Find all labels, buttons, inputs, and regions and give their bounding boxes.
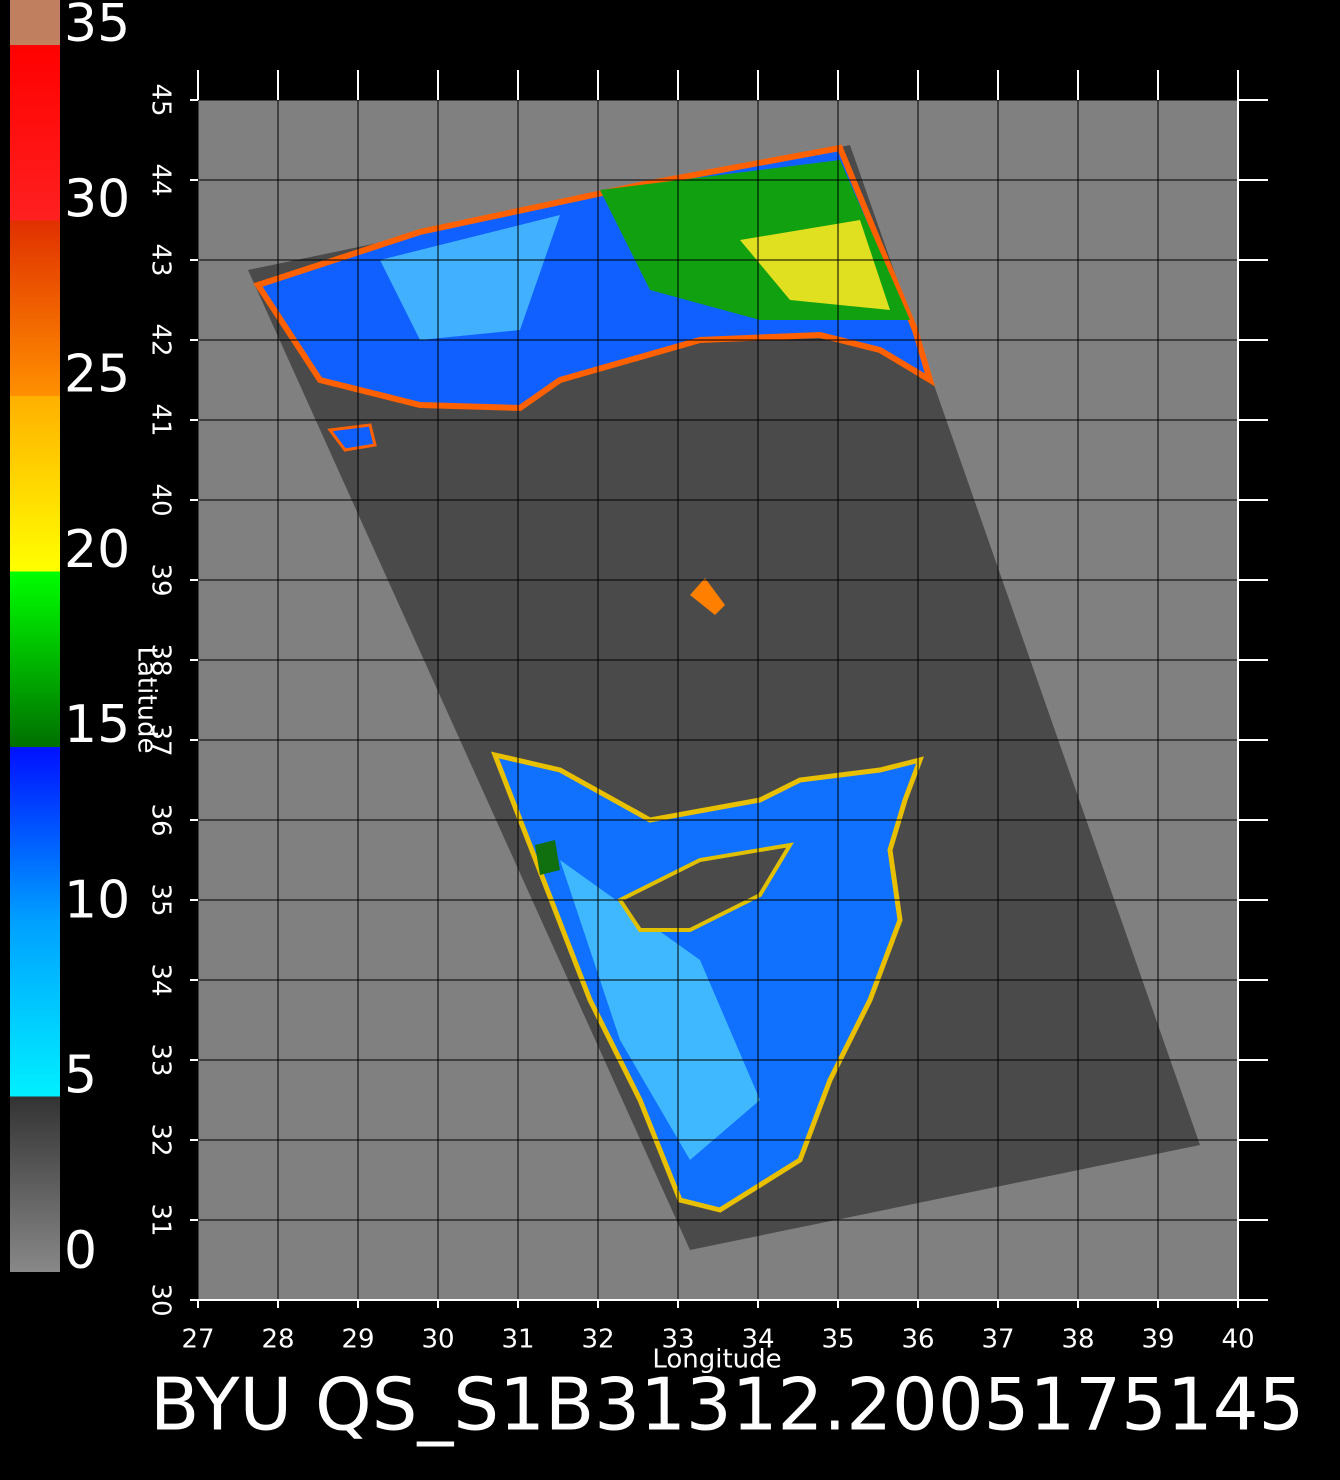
caption: BYU QS_S1B31312.2005175145 [150,1363,1304,1447]
colorbar-label: 10 [64,870,130,930]
north-calm-area [380,215,560,340]
sheltered-area [617,842,794,932]
y-tick-label: 36 [146,803,176,836]
x-tick-label: 27 [181,1325,214,1355]
y-tick-label: 42 [146,323,176,356]
y-tick-label: 44 [146,163,176,196]
x-tick-label: 28 [261,1325,294,1355]
colorbar-label: 25 [64,345,130,405]
x-tick-label: 31 [501,1325,534,1355]
y-tick-label: 40 [146,483,176,516]
y-tick-label: 31 [146,1203,176,1236]
y-tick-label: 30 [146,1283,176,1316]
x-tick-label: 37 [981,1325,1014,1355]
grid [197,99,1239,1301]
y-axis-label: Latitude [132,646,162,753]
colorbar-label: 20 [64,520,130,580]
x-tick-label: 35 [821,1325,854,1355]
south-calm-area [560,860,760,1160]
y-tick-label: 33 [146,1043,176,1076]
y-tick-label: 43 [146,243,176,276]
colorbar-label: 35 [64,0,130,54]
y-tick-label: 35 [146,883,176,916]
colorbar-label: 5 [64,1046,97,1106]
y-tick-label: 34 [146,963,176,996]
x-tick-label: 34 [741,1325,774,1355]
y-tick-label: 41 [146,403,176,436]
colorbar-label: 0 [64,1221,97,1281]
x-tick-label: 39 [1141,1325,1174,1355]
x-tick-label: 38 [1061,1325,1094,1355]
x-tick-label: 29 [341,1325,374,1355]
x-axis-label: Longitude [652,1345,781,1375]
x-tick-label: 36 [901,1325,934,1355]
colorbar-label: 30 [64,169,130,229]
y-tick-label: 37 [146,723,176,756]
y-tick-label: 32 [146,1123,176,1156]
wind-patch [535,840,560,875]
colorbar-label: 15 [64,695,130,755]
y-tick-label: 39 [146,563,176,596]
satellite-swath [248,145,1200,1250]
x-tick-label: 40 [1221,1325,1254,1355]
y-tick-label: 38 [146,643,176,676]
colorbar [10,45,60,1272]
x-tick-label: 33 [661,1325,694,1355]
x-tick-label: 32 [581,1325,614,1355]
x-tick-label: 30 [421,1325,454,1355]
north-yellow-area [740,220,890,310]
wind-patch [327,423,377,452]
colorbar-cap [10,0,60,45]
y-tick-label: 45 [146,83,176,116]
wind-patch [690,578,725,615]
